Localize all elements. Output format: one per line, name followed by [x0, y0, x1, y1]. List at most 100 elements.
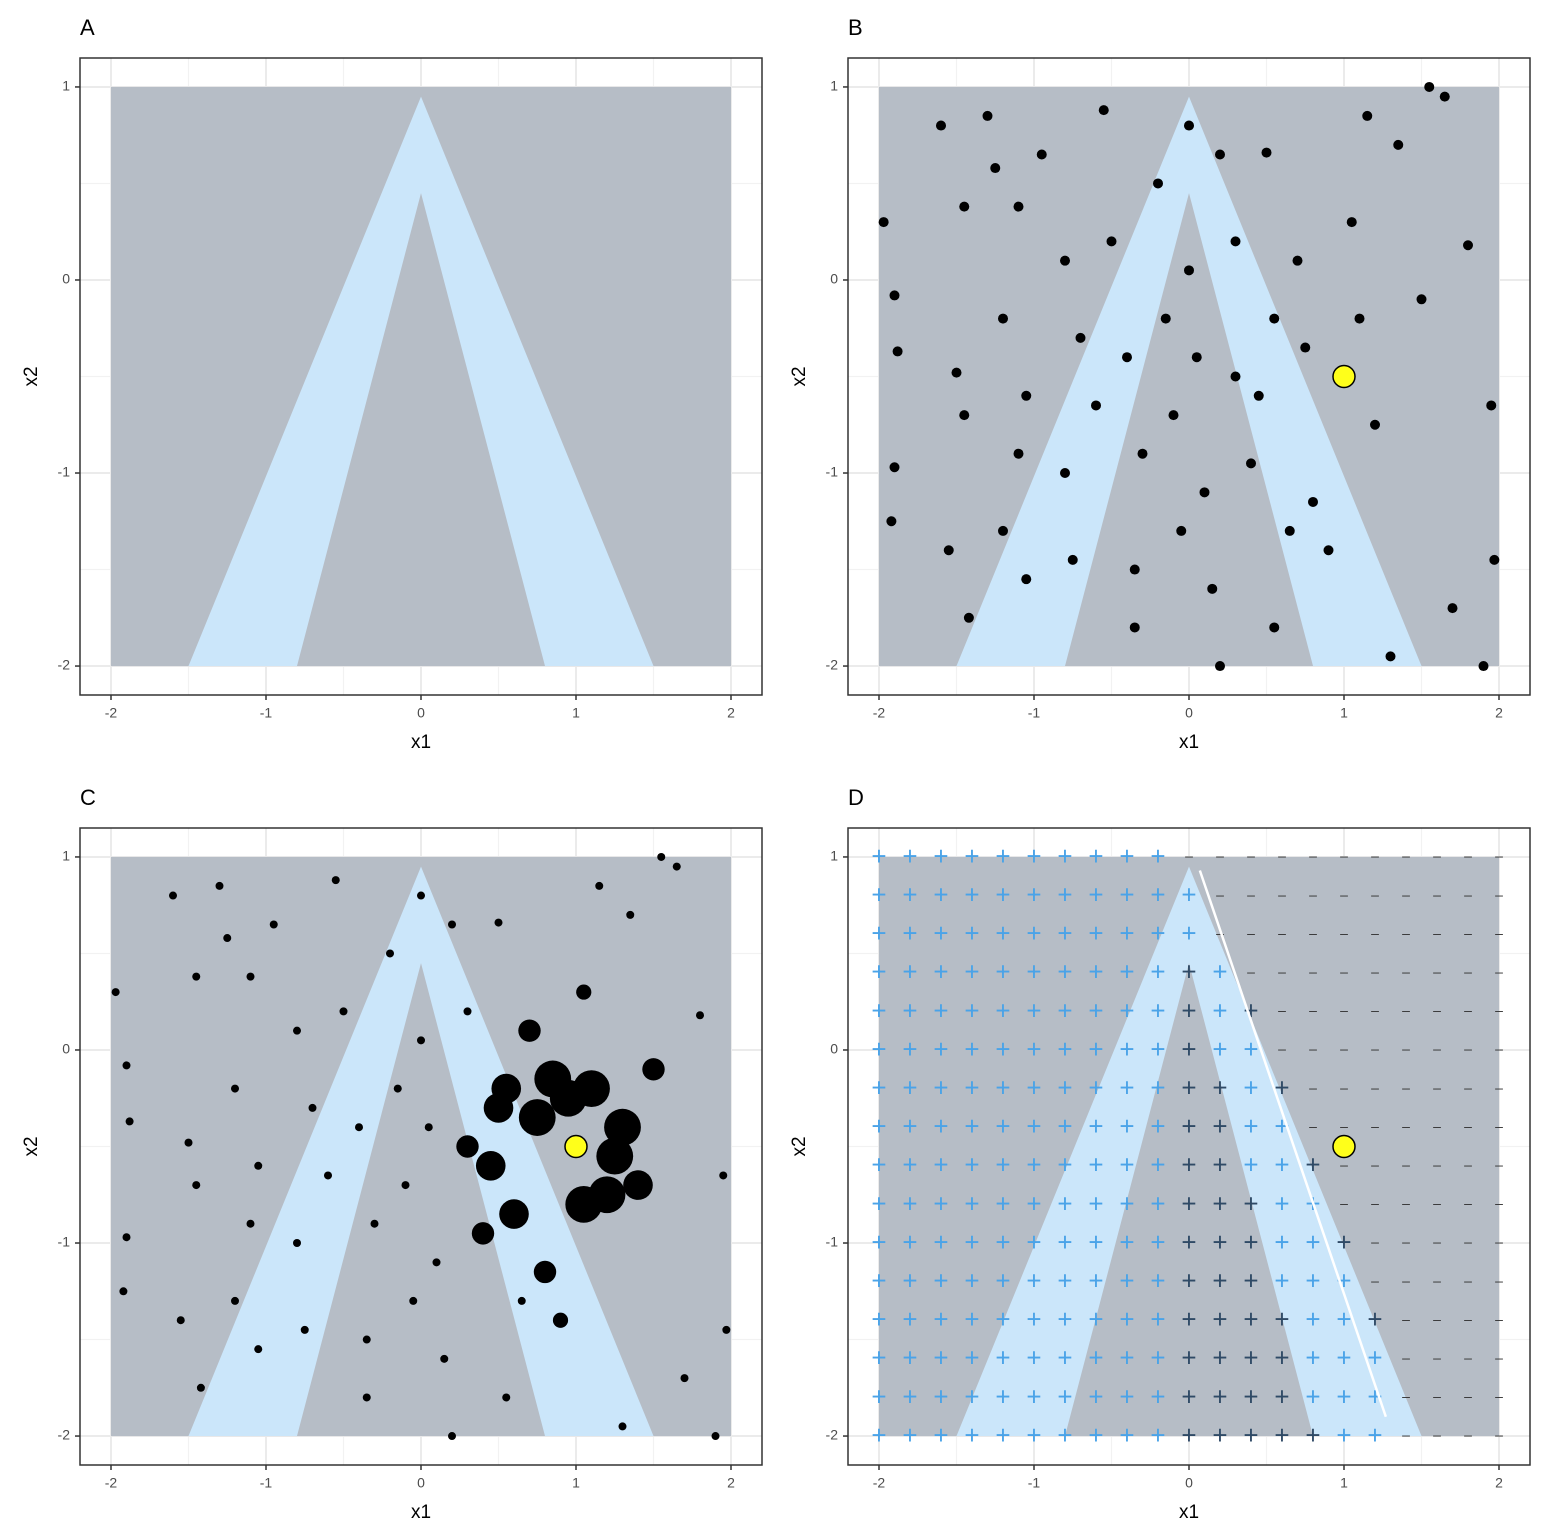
minus-marker: – — [1433, 886, 1441, 902]
point — [1129, 622, 1140, 633]
point — [1013, 448, 1024, 459]
point — [518, 1019, 541, 1042]
point — [494, 918, 503, 927]
point — [959, 410, 970, 421]
point — [339, 1007, 348, 1016]
plus-marker: + — [1274, 1111, 1289, 1141]
plus-marker: + — [1336, 1343, 1351, 1373]
point — [889, 290, 900, 301]
point — [959, 201, 970, 212]
plus-marker: + — [1336, 1420, 1351, 1450]
minus-marker: – — [1433, 925, 1441, 941]
plus-marker: + — [902, 1343, 917, 1373]
x-tick-label: 1 — [1340, 1475, 1348, 1491]
plus-marker: + — [1181, 1150, 1196, 1180]
plus-marker: + — [1212, 995, 1227, 1025]
plus-marker: + — [933, 1381, 948, 1411]
plus-marker: + — [871, 1343, 886, 1373]
plus-marker: + — [1274, 1343, 1289, 1373]
plus-marker: + — [933, 1034, 948, 1064]
plus-marker: + — [1212, 1111, 1227, 1141]
point — [417, 1036, 425, 1045]
point — [533, 1260, 557, 1284]
minus-marker: – — [1402, 848, 1410, 864]
point — [1184, 265, 1194, 276]
plus-marker: + — [964, 957, 979, 987]
plus-marker: + — [1212, 1034, 1227, 1064]
plus-marker: + — [1057, 1343, 1072, 1373]
plus-marker: + — [1057, 879, 1072, 909]
point — [1168, 410, 1179, 421]
plus-marker: + — [1088, 1420, 1103, 1450]
panel-title: B — [848, 15, 863, 40]
plus-marker: + — [1057, 1304, 1072, 1334]
plus-marker: + — [1088, 841, 1103, 871]
minus-marker: – — [1340, 1079, 1348, 1095]
plus-marker: + — [1150, 841, 1165, 871]
plus-marker: + — [902, 957, 917, 987]
point — [231, 1296, 239, 1305]
plus-marker: + — [1088, 1304, 1103, 1334]
plus-marker: + — [871, 1072, 886, 1102]
minus-marker: – — [1371, 1079, 1379, 1095]
point — [1184, 120, 1194, 131]
plus-marker: + — [1181, 918, 1196, 948]
plus-marker: + — [1243, 1150, 1258, 1180]
plus-marker: + — [1150, 1034, 1165, 1064]
y-axis-title: x2 — [789, 1136, 810, 1156]
minus-marker: – — [1464, 1388, 1472, 1404]
plus-marker: + — [995, 1227, 1010, 1257]
point — [246, 972, 255, 981]
point — [432, 1258, 441, 1267]
plus-marker: + — [933, 995, 948, 1025]
point — [184, 1138, 193, 1147]
point — [1067, 554, 1078, 565]
plus-marker: + — [902, 1150, 917, 1180]
point — [1137, 448, 1148, 459]
point — [990, 163, 1001, 174]
point — [370, 1219, 379, 1228]
point — [122, 1061, 131, 1070]
minus-marker: – — [1371, 1118, 1379, 1134]
plus-marker: + — [995, 1072, 1010, 1102]
point — [293, 1239, 301, 1248]
plus-marker: + — [1026, 1111, 1041, 1141]
x-tick-label: 0 — [1185, 1475, 1193, 1491]
plus-marker: + — [1119, 957, 1134, 987]
minus-marker: – — [1433, 1157, 1441, 1173]
point — [456, 1135, 479, 1158]
point — [386, 949, 394, 958]
point — [680, 1374, 689, 1383]
plus-marker: + — [1243, 1304, 1258, 1334]
point — [1036, 149, 1047, 160]
minus-marker: – — [1495, 848, 1503, 864]
plus-marker: + — [1026, 1150, 1041, 1180]
y-axis-title: x2 — [21, 366, 42, 386]
plus-marker: + — [933, 957, 948, 987]
plus-marker: + — [964, 1265, 979, 1295]
plus-marker: + — [902, 1381, 917, 1411]
panel-title: D — [848, 785, 864, 810]
point — [1478, 661, 1489, 672]
minus-marker: – — [1340, 1002, 1348, 1018]
minus-marker: – — [1371, 1272, 1379, 1288]
plus-marker: + — [995, 1420, 1010, 1450]
point — [1253, 390, 1264, 401]
plus-marker: + — [995, 1381, 1010, 1411]
point — [1424, 81, 1435, 92]
plus-marker: + — [1119, 1111, 1134, 1141]
point — [711, 1432, 720, 1441]
point — [293, 1026, 301, 1035]
x-tick-label: 0 — [417, 1475, 425, 1491]
minus-marker: – — [1402, 1272, 1410, 1288]
point — [892, 346, 903, 357]
minus-marker: – — [1309, 1079, 1317, 1095]
plus-marker: + — [1119, 1188, 1134, 1218]
plus-marker: + — [1150, 1343, 1165, 1373]
point — [355, 1123, 363, 1132]
panel-title: C — [80, 785, 96, 810]
plus-marker: + — [1150, 879, 1165, 909]
plus-marker: + — [1212, 957, 1227, 987]
minus-marker: – — [1402, 1195, 1410, 1211]
minus-marker: – — [1278, 848, 1286, 864]
